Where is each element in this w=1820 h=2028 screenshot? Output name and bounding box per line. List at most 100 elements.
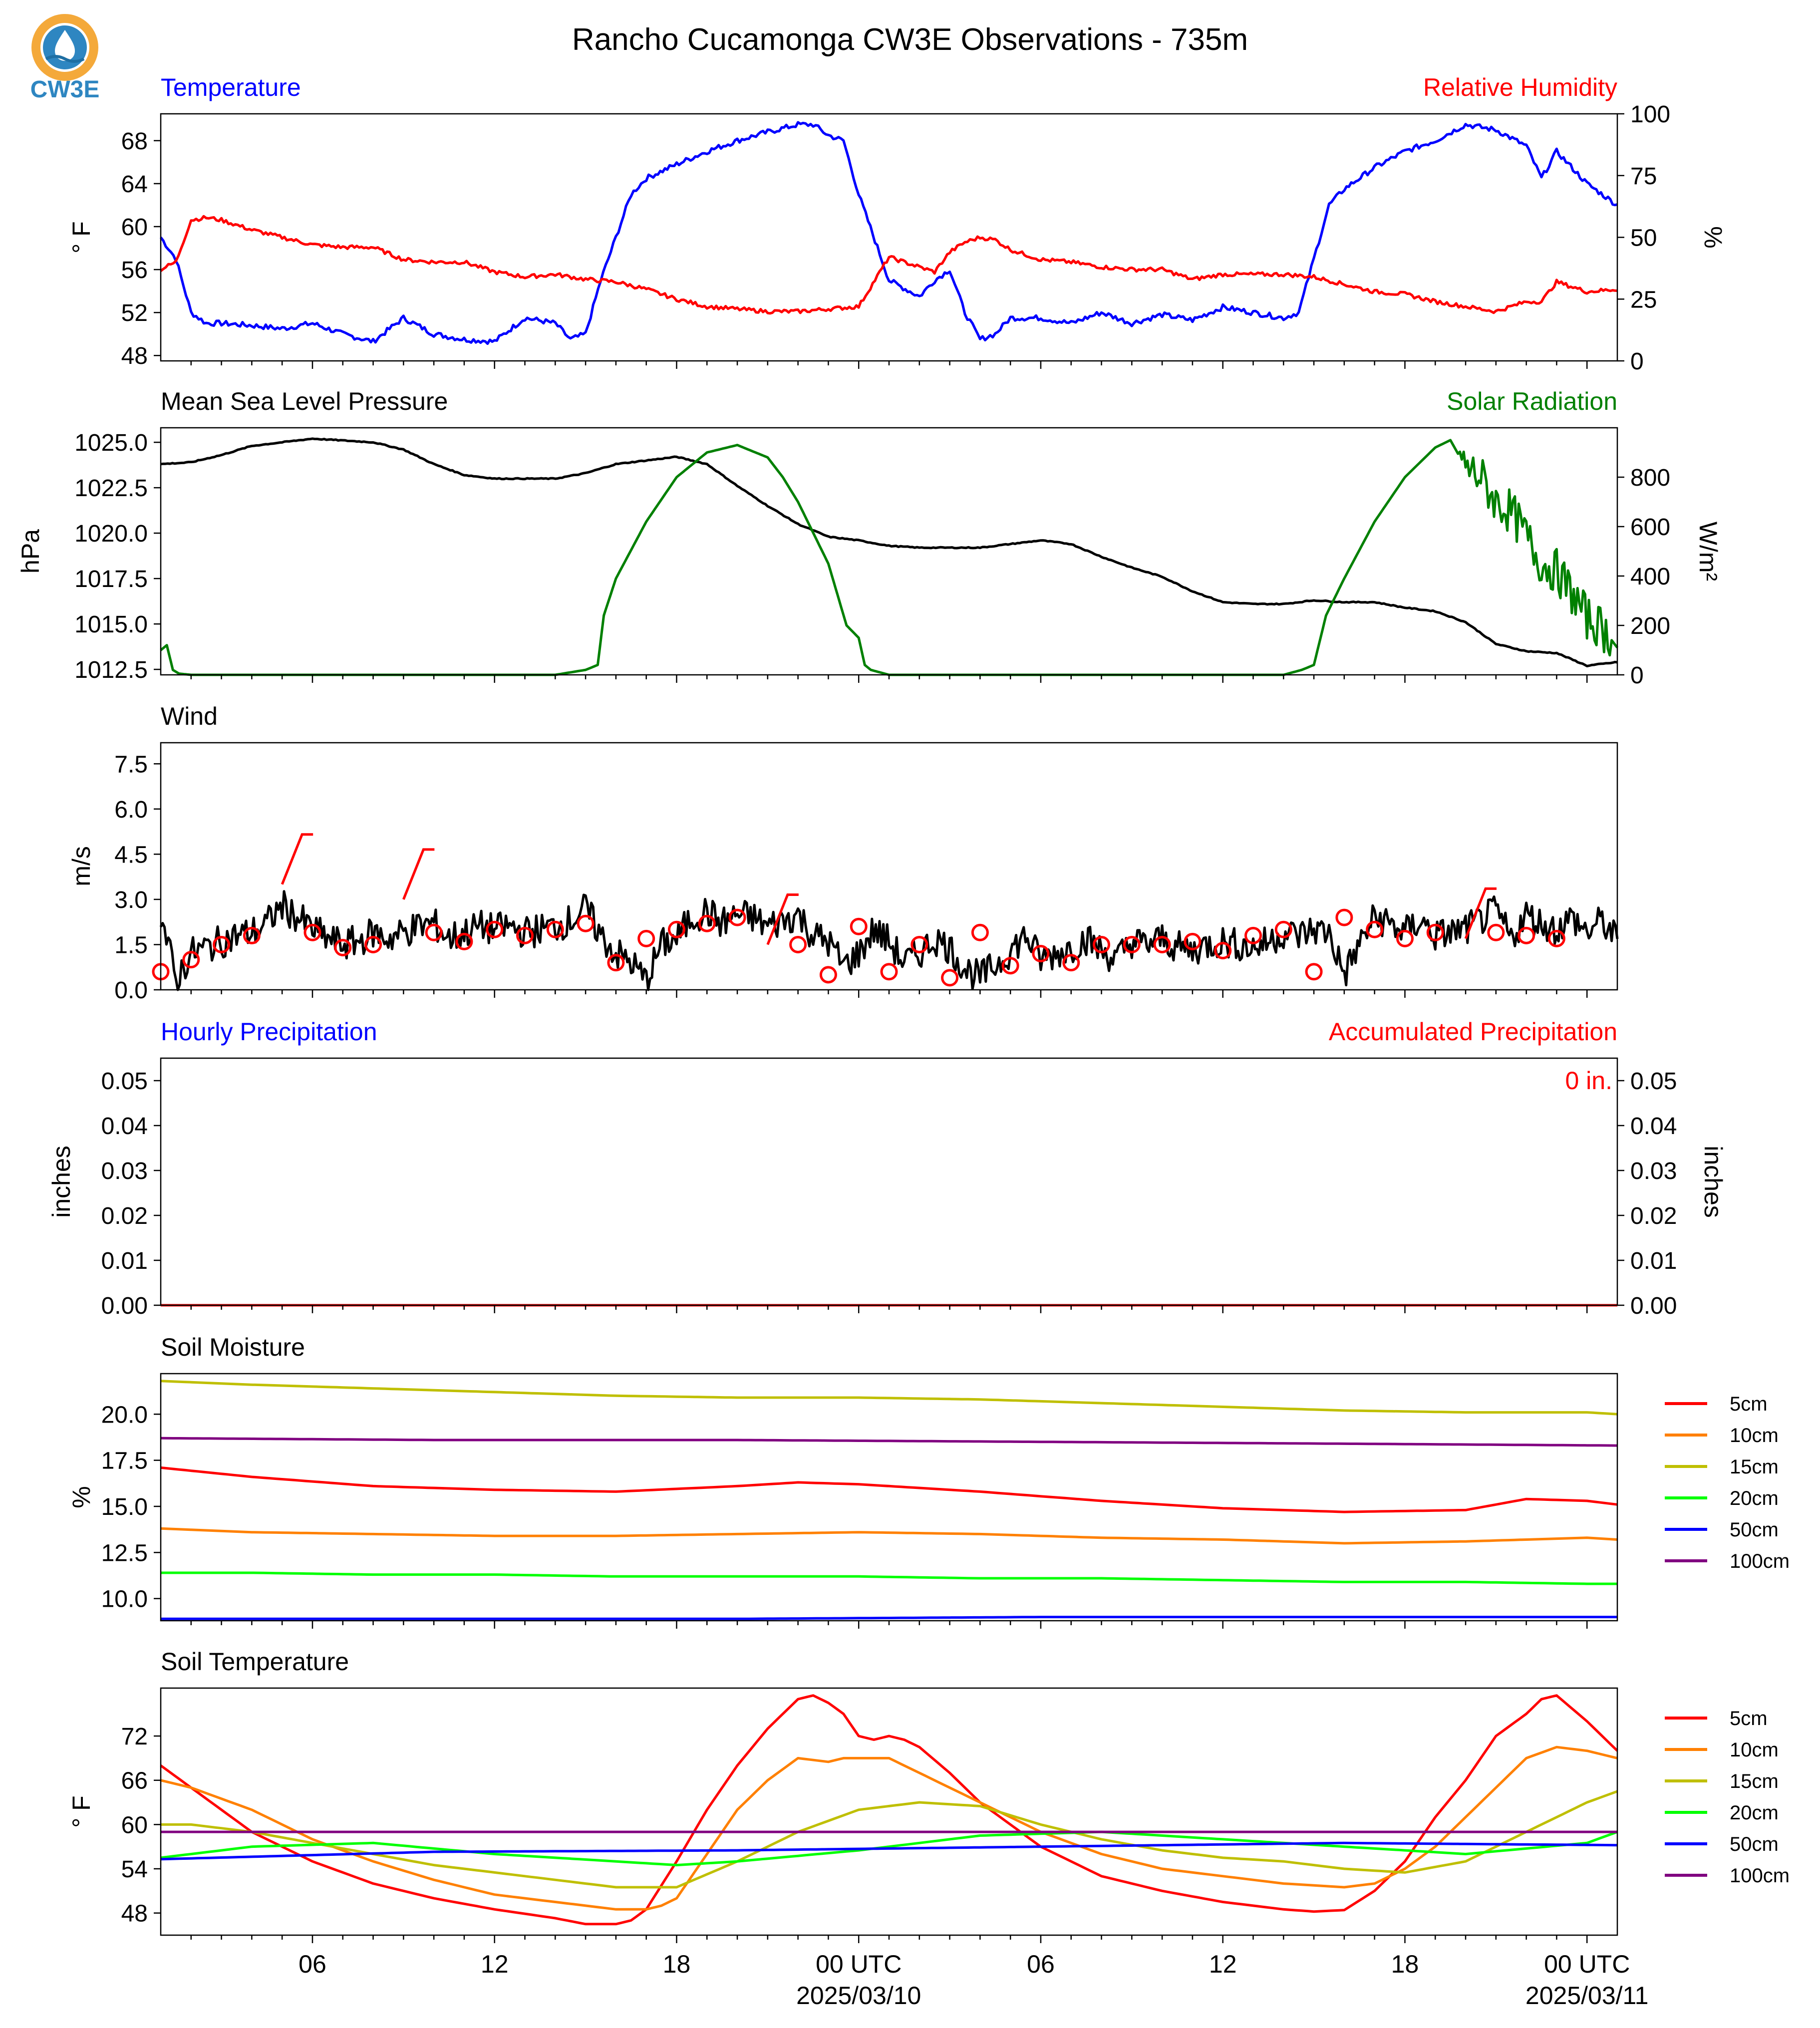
chart-panels: Temperature Relative Humidity 48 52 56 60 64 68…	[16, 73, 1790, 1943]
legend-entry: 5cm	[1730, 1708, 1768, 1730]
wind-barb	[766, 893, 799, 945]
y-axis-label: ° F	[67, 1795, 95, 1827]
series-group	[160, 121, 1618, 345]
series-line-50cm	[160, 1841, 1618, 1861]
legend-entry: 100cm	[1730, 1550, 1790, 1572]
wind-barb-calm	[182, 951, 200, 969]
x-tick-label: 18	[663, 1950, 691, 1978]
y-tick-label: 1020.0	[74, 521, 148, 547]
wind-barb-calm	[1214, 942, 1232, 960]
y-tick-label: 0.01	[101, 1248, 148, 1274]
y-tick-label: 68	[121, 128, 148, 155]
y-tick-label: 15.0	[101, 1494, 148, 1520]
panel-title-right: Relative Humidity	[1423, 73, 1617, 101]
y-tick-label: 10.0	[101, 1586, 148, 1613]
panel-wind: Wind 0.0 1.5 3.0 4.5 6.0 7.5 m/s	[67, 702, 1619, 1004]
series-line-temperature	[160, 121, 1618, 345]
x-tick-label: 12	[481, 1950, 509, 1978]
y-axis-label-right: W/m²	[1694, 522, 1722, 581]
series-line-mean-sea-level-pressure	[160, 437, 1618, 667]
panel-title-left: Hourly Precipitation	[161, 1018, 377, 1046]
wind-barb-calm	[971, 923, 989, 941]
y-tick-label: 7.5	[114, 751, 148, 778]
wind-barb-calm	[1305, 963, 1323, 981]
wind-barb-calm	[546, 920, 564, 938]
y-axis-label: m/s	[67, 846, 95, 886]
y-tick-label-right: 0.03	[1630, 1158, 1677, 1184]
wind-barb-calm	[486, 920, 504, 938]
y-tick-label: 1017.5	[74, 566, 148, 592]
panel-title-left: Mean Sea Level Pressure	[161, 387, 448, 415]
y-tick-label-right: 0.02	[1630, 1203, 1677, 1229]
y-tick-label: 1022.5	[74, 475, 148, 502]
y-tick-label: 1012.5	[74, 657, 148, 683]
x-date-label: 2025/03/10	[796, 1982, 921, 2010]
panel-pressure-solar: Mean Sea Level Pressure Solar Radiation 10…	[16, 387, 1722, 689]
wind-barb-calm	[1153, 935, 1171, 953]
legend-entry: 10cm	[1730, 1425, 1779, 1447]
y-axis-left: 48 52 56 60 64 68 ° F	[67, 128, 161, 369]
series-group	[159, 890, 1619, 991]
legend-entry: 5cm	[1730, 1393, 1768, 1415]
x-tick-label: 00 UTC	[1544, 1950, 1630, 1978]
logo-wave-icon	[45, 55, 85, 63]
y-tick-label: 60	[121, 214, 148, 241]
wind-barb-calm	[1244, 926, 1262, 944]
x-tick-label: 12	[1209, 1950, 1237, 1978]
series-line-5cm	[160, 1694, 1618, 1926]
y-axis-label: hPa	[16, 529, 44, 574]
y-tick-label-right: 200	[1630, 613, 1670, 639]
figure-title: Rancho Cucamonga CW3E Observations - 735…	[572, 22, 1248, 57]
y-tick-label: 48	[121, 1901, 148, 1927]
y-tick-label: 1025.0	[74, 430, 148, 456]
wind-barbs	[152, 833, 1565, 987]
wind-barb-calm	[1335, 908, 1353, 926]
y-axis-label-right: %	[1699, 226, 1727, 248]
wind-barb-calm	[455, 932, 473, 950]
series-line-20cm	[160, 1830, 1618, 1867]
y-axis-right: 0 200 400 600 800 W/m²	[1617, 465, 1722, 689]
y-axis-left: 48 54 60 66 72 ° F	[67, 1724, 161, 1927]
x-tick-label: 18	[1391, 1950, 1419, 1978]
panel-title-left: Soil Moisture	[161, 1333, 305, 1361]
x-tick-label: 00 UTC	[816, 1950, 902, 1978]
y-tick-label: 0.04	[101, 1113, 148, 1140]
series-line-20cm	[161, 1571, 1617, 1585]
y-tick-label: 48	[121, 343, 148, 369]
y-tick-label: 0.0	[114, 977, 148, 1004]
panel-precipitation: Hourly Precipitation Accumulated Precipit…	[47, 1018, 1727, 1319]
x-date-label: 2025/03/11	[1525, 1982, 1649, 2010]
y-tick-label: 4.5	[114, 842, 148, 868]
series-line-5cm	[160, 1466, 1618, 1513]
y-axis-left: 0.0 1.5 3.0 4.5 6.0 7.5 m/s	[67, 751, 161, 1004]
y-tick-label-right: 0	[1630, 348, 1644, 375]
legend-entry: 50cm	[1730, 1519, 1779, 1541]
panel-title-right: Solar Radiation	[1447, 387, 1617, 415]
series-line-10cm	[160, 1745, 1618, 1911]
wind-barb-calm	[516, 926, 534, 944]
wind-barb-calm	[1001, 957, 1019, 975]
wind-barb-calm	[1274, 920, 1292, 938]
series-line-wind-speed	[159, 890, 1619, 991]
y-tick-label-right: 0.01	[1630, 1248, 1677, 1274]
legend-entry: 100cm	[1730, 1865, 1790, 1887]
wind-barb-calm	[425, 923, 443, 941]
logo-text: CW3E	[30, 76, 100, 103]
wind-barb-calm	[850, 917, 868, 935]
wind-barb-calm	[1093, 935, 1111, 953]
legend: 5cm 10cm 15cm 20cm 50cm 100cm	[1665, 1393, 1790, 1572]
series-group	[160, 1694, 1618, 1926]
y-tick-label: 52	[121, 300, 148, 326]
y-axis-label: %	[67, 1486, 95, 1508]
y-tick-label-right: 600	[1630, 514, 1670, 541]
wind-barb	[281, 833, 313, 885]
panel-title-left: Wind	[161, 702, 218, 730]
y-tick-label: 0.05	[101, 1068, 148, 1095]
y-axis-right: 0 25 50 75 100%	[1617, 101, 1727, 375]
y-axis-right: 0.00 0.01 0.02 0.03 0.04 0.05 inches	[1617, 1068, 1727, 1319]
x-ticks	[190, 990, 1588, 998]
wind-barb-calm	[1547, 929, 1565, 947]
wind-barb	[402, 848, 435, 900]
y-tick-label: 64	[121, 171, 148, 198]
